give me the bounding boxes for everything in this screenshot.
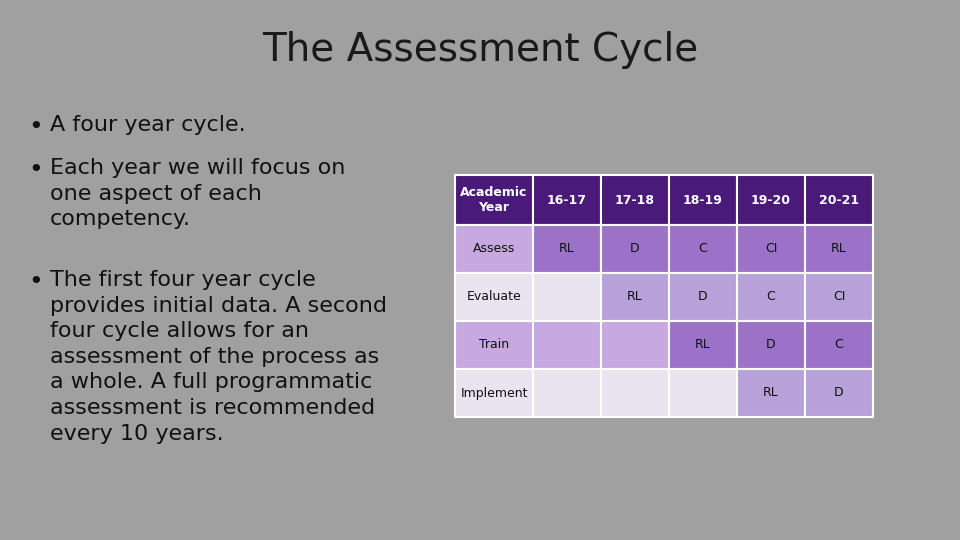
Bar: [455, 273, 533, 321]
Bar: [669, 369, 737, 417]
Bar: [533, 225, 601, 273]
Bar: [533, 273, 601, 321]
Bar: [805, 225, 873, 273]
Text: •: •: [28, 270, 43, 294]
Text: C: C: [834, 339, 844, 352]
Bar: [805, 273, 873, 321]
Bar: [737, 369, 805, 417]
Text: •: •: [28, 158, 43, 182]
Bar: [601, 175, 669, 225]
Bar: [669, 225, 737, 273]
Text: RL: RL: [627, 291, 643, 303]
Bar: [533, 321, 601, 369]
Text: RL: RL: [559, 242, 575, 255]
Text: D: D: [766, 339, 776, 352]
Bar: [455, 369, 533, 417]
Bar: [601, 273, 669, 321]
Text: The Assessment Cycle: The Assessment Cycle: [262, 31, 698, 69]
Bar: [805, 369, 873, 417]
Text: D: D: [698, 291, 708, 303]
Text: Evaluate: Evaluate: [467, 291, 521, 303]
Text: RL: RL: [763, 387, 779, 400]
Bar: [669, 273, 737, 321]
Bar: [601, 225, 669, 273]
Text: The first four year cycle
provides initial data. A second
four cycle allows for : The first four year cycle provides initi…: [50, 270, 387, 443]
Bar: [669, 175, 737, 225]
Bar: [737, 273, 805, 321]
Text: 20-21: 20-21: [819, 193, 859, 206]
Bar: [805, 321, 873, 369]
Bar: [601, 369, 669, 417]
Text: Each year we will focus on
one aspect of each
competency.: Each year we will focus on one aspect of…: [50, 158, 346, 229]
Bar: [455, 175, 533, 225]
Bar: [737, 225, 805, 273]
Text: Academic
Year: Academic Year: [460, 186, 528, 214]
Text: A four year cycle.: A four year cycle.: [50, 115, 246, 135]
Text: Assess: Assess: [473, 242, 516, 255]
Bar: [533, 369, 601, 417]
Text: RL: RL: [831, 242, 847, 255]
Text: •: •: [28, 115, 43, 139]
Text: 18-19: 18-19: [684, 193, 723, 206]
Bar: [601, 321, 669, 369]
Bar: [455, 321, 533, 369]
Bar: [669, 321, 737, 369]
Bar: [737, 321, 805, 369]
Text: Implement: Implement: [460, 387, 528, 400]
Text: RL: RL: [695, 339, 710, 352]
Text: D: D: [630, 242, 639, 255]
Text: D: D: [834, 387, 844, 400]
Text: 16-17: 16-17: [547, 193, 587, 206]
Text: CI: CI: [833, 291, 845, 303]
Bar: [805, 175, 873, 225]
Text: C: C: [699, 242, 708, 255]
Bar: [533, 175, 601, 225]
Bar: [737, 175, 805, 225]
Bar: [455, 225, 533, 273]
Text: 19-20: 19-20: [751, 193, 791, 206]
Text: CI: CI: [765, 242, 778, 255]
Text: Train: Train: [479, 339, 509, 352]
Text: 17-18: 17-18: [615, 193, 655, 206]
Text: C: C: [767, 291, 776, 303]
